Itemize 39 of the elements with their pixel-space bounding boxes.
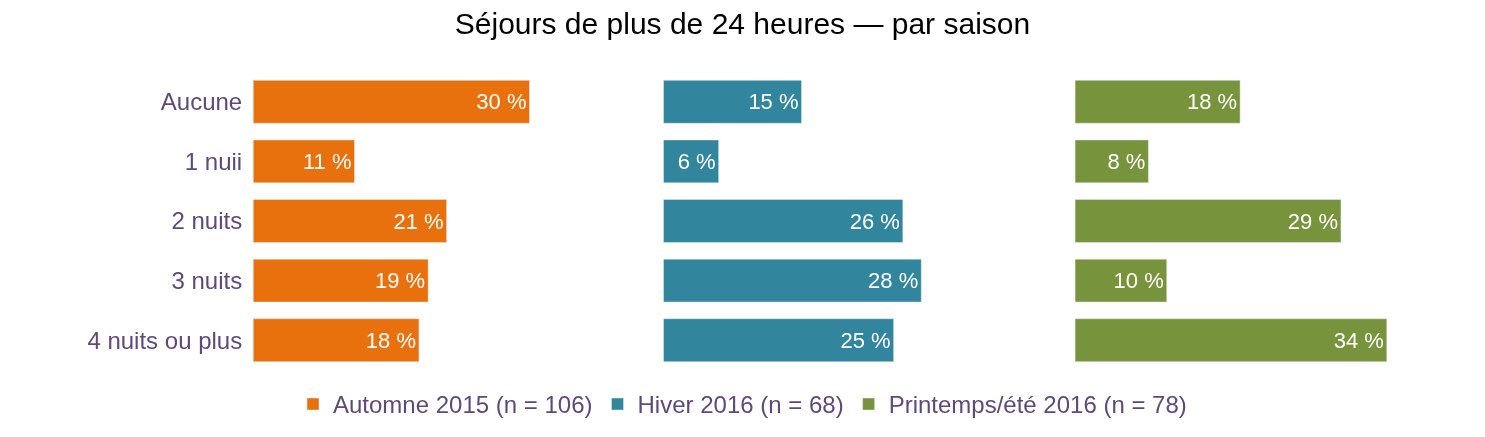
- bar: [1075, 199, 1342, 243]
- data-label: 26 %: [849, 208, 900, 234]
- bar: [1075, 258, 1167, 303]
- bar: [663, 139, 719, 184]
- data-label: 21 %: [393, 208, 444, 234]
- legend-label: Automne 2015 (n = 106): [333, 391, 593, 419]
- legend-label: Printemps/été 2016 (n = 78): [888, 391, 1187, 419]
- data-label: 28 %: [868, 268, 919, 294]
- data-label: 8 %: [1107, 148, 1146, 174]
- bar: [1075, 80, 1241, 124]
- bar: [663, 80, 802, 124]
- data-label: 25 %: [840, 327, 891, 353]
- data-label: 15 %: [748, 89, 799, 115]
- y-tick-label: 3 nuits: [171, 267, 243, 294]
- legend-label: Hiver 2016 (n = 68): [637, 391, 844, 419]
- bar: [253, 199, 447, 243]
- data-label: 34 %: [1333, 327, 1384, 353]
- data-label: 11 %: [302, 148, 352, 174]
- bar: [663, 199, 904, 243]
- y-tick-label: 2 nuits: [171, 207, 243, 235]
- data-label: 30 %: [476, 89, 527, 115]
- bar: [253, 80, 530, 124]
- bar: [1075, 318, 1388, 362]
- data-label: 6 %: [677, 148, 716, 174]
- data-label: 18 %: [1186, 89, 1238, 115]
- data-label: 19 %: [375, 268, 426, 294]
- bar: [253, 258, 429, 303]
- data-label: 29 %: [1287, 208, 1338, 234]
- data-label: 18 %: [365, 327, 416, 353]
- y-tick-label: 4 nuits ou plus: [87, 326, 243, 354]
- bar: [663, 318, 894, 362]
- bar: [253, 318, 420, 362]
- data-label: 10 %: [1113, 268, 1164, 294]
- y-tick-label: 1 nuii: [184, 147, 243, 175]
- bar: [253, 139, 355, 184]
- text: Séjours de plus de 24 heures — par saison: [454, 7, 1031, 41]
- y-tick-label: Aucune: [160, 88, 243, 116]
- bar: [663, 258, 922, 303]
- bar: [1075, 139, 1149, 184]
